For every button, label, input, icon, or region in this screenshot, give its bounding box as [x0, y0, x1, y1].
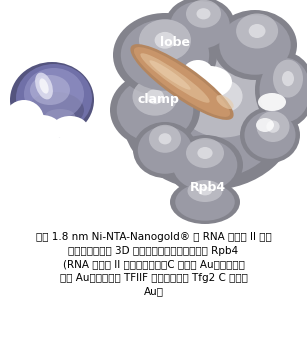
Ellipse shape: [52, 116, 88, 140]
Ellipse shape: [213, 10, 297, 80]
Ellipse shape: [30, 75, 70, 105]
Ellipse shape: [159, 133, 171, 144]
Ellipse shape: [186, 0, 221, 28]
Ellipse shape: [133, 122, 197, 178]
Ellipse shape: [134, 47, 230, 117]
Ellipse shape: [219, 15, 291, 75]
Ellipse shape: [113, 13, 217, 97]
Ellipse shape: [138, 126, 192, 174]
Ellipse shape: [22, 115, 62, 145]
Text: clamp: clamp: [137, 93, 179, 106]
Ellipse shape: [150, 60, 191, 90]
Ellipse shape: [197, 147, 213, 159]
Ellipse shape: [244, 111, 296, 159]
Ellipse shape: [28, 92, 84, 128]
Ellipse shape: [170, 180, 240, 224]
Ellipse shape: [122, 40, 298, 190]
Ellipse shape: [198, 187, 212, 195]
Ellipse shape: [170, 1, 230, 49]
Text: Rpb4: Rpb4: [190, 182, 226, 195]
Ellipse shape: [149, 125, 181, 153]
Ellipse shape: [282, 71, 294, 86]
Ellipse shape: [249, 24, 266, 38]
Ellipse shape: [130, 44, 234, 120]
Ellipse shape: [24, 68, 84, 120]
Ellipse shape: [259, 58, 307, 122]
Ellipse shape: [188, 180, 223, 202]
Ellipse shape: [45, 109, 75, 123]
Ellipse shape: [121, 19, 209, 91]
Ellipse shape: [240, 107, 300, 163]
Ellipse shape: [258, 93, 286, 111]
Ellipse shape: [16, 64, 92, 132]
Ellipse shape: [155, 32, 175, 49]
Ellipse shape: [204, 80, 243, 113]
Ellipse shape: [257, 111, 290, 142]
Ellipse shape: [135, 51, 285, 179]
Ellipse shape: [4, 100, 44, 140]
Ellipse shape: [256, 118, 274, 132]
Text: lobe: lobe: [160, 36, 190, 49]
Ellipse shape: [175, 55, 272, 137]
Ellipse shape: [183, 60, 213, 84]
Ellipse shape: [266, 120, 280, 133]
Ellipse shape: [165, 0, 235, 53]
Ellipse shape: [139, 19, 191, 61]
Ellipse shape: [35, 73, 53, 100]
Ellipse shape: [39, 78, 49, 94]
Ellipse shape: [167, 135, 243, 195]
Ellipse shape: [216, 95, 234, 109]
Ellipse shape: [146, 89, 164, 104]
Ellipse shape: [133, 78, 177, 116]
Ellipse shape: [236, 13, 278, 49]
Ellipse shape: [140, 53, 210, 103]
Ellipse shape: [117, 78, 193, 142]
Ellipse shape: [173, 140, 237, 190]
Text: 使用 1.8 nm Ni-NTA-Nanogold® 对 RNA 聚合酶 II 复合
物（灰色）进行 3D 重建；蓝色体积表示标记在 Rpb4
(RNA 聚合酶: 使用 1.8 nm Ni-NTA-Nanogold® 对 RNA 聚合酶 II …: [36, 232, 271, 297]
Ellipse shape: [10, 62, 94, 138]
Ellipse shape: [255, 52, 307, 128]
Ellipse shape: [196, 8, 211, 19]
Ellipse shape: [188, 66, 232, 98]
Ellipse shape: [273, 60, 303, 97]
Ellipse shape: [186, 138, 224, 168]
Ellipse shape: [175, 183, 235, 221]
Ellipse shape: [110, 72, 200, 148]
